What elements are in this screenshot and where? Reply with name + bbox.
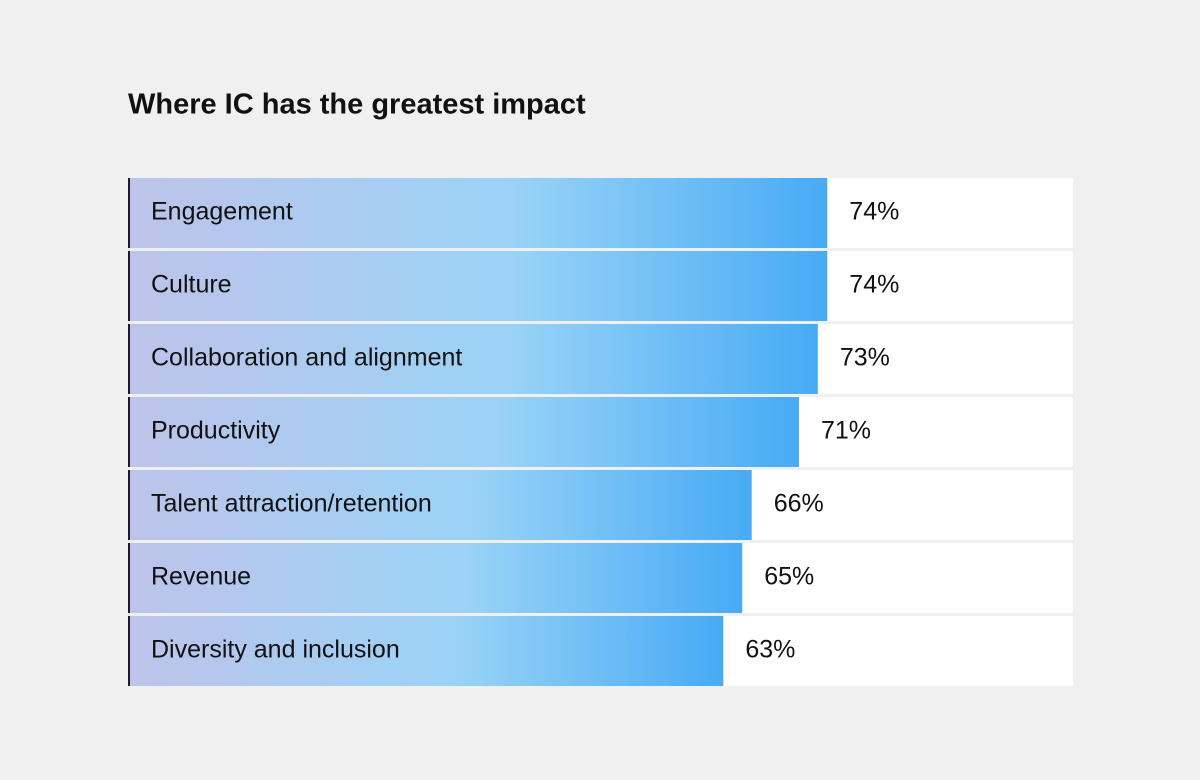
bar <box>128 397 799 467</box>
value-label: 66% <box>774 490 824 518</box>
chart-title: Where IC has the greatest impact <box>128 89 586 121</box>
category-label: Revenue <box>151 563 251 591</box>
axis-line <box>128 470 130 540</box>
category-label: Diversity and inclusion <box>151 636 400 664</box>
bar <box>128 324 818 394</box>
axis-line <box>128 178 130 248</box>
category-label: Engagement <box>151 198 293 226</box>
axis-line <box>128 324 130 394</box>
bar <box>128 470 752 540</box>
bar <box>128 251 828 321</box>
bar <box>128 543 743 613</box>
axis-line <box>128 616 130 686</box>
axis-line <box>128 251 130 321</box>
category-label: Productivity <box>151 417 281 445</box>
value-label: 71% <box>821 417 871 445</box>
value-label: 65% <box>764 563 814 591</box>
category-label: Culture <box>151 271 232 299</box>
axis-line <box>128 543 130 613</box>
value-label: 74% <box>849 198 899 226</box>
category-label: Collaboration and alignment <box>151 344 462 372</box>
axis-line <box>128 397 130 467</box>
value-label: 63% <box>745 636 795 664</box>
bar <box>128 616 724 686</box>
bar <box>128 178 828 248</box>
category-label: Talent attraction/retention <box>151 490 432 518</box>
value-label: 74% <box>849 271 899 299</box>
value-label: 73% <box>840 344 890 372</box>
